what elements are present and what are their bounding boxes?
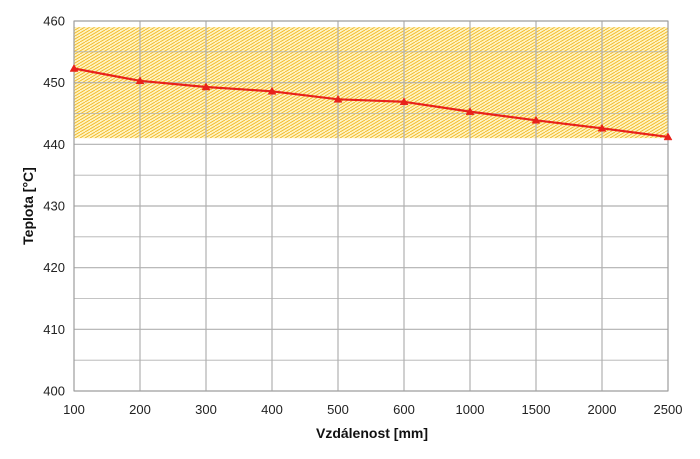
data-point-marker bbox=[399, 97, 409, 106]
y-tick-label: 460 bbox=[43, 14, 65, 29]
x-tick-label: 600 bbox=[393, 402, 415, 417]
x-tick-label: 100 bbox=[63, 402, 85, 417]
series-line bbox=[73, 67, 669, 139]
x-tick-label: 1000 bbox=[456, 402, 485, 417]
data-point-marker bbox=[663, 132, 673, 141]
data-point-marker bbox=[531, 115, 541, 124]
y-tick-label: 430 bbox=[43, 199, 65, 214]
y-tick-label: 400 bbox=[43, 384, 65, 399]
data-point-marker bbox=[333, 94, 343, 103]
x-tick-label: 2000 bbox=[588, 402, 617, 417]
data-point-marker bbox=[597, 123, 607, 132]
x-tick-label: 400 bbox=[261, 402, 283, 417]
data-point-marker bbox=[201, 82, 211, 91]
x-tick-label: 2500 bbox=[654, 402, 683, 417]
data-point-marker bbox=[267, 86, 277, 95]
tick-layer: 400 410 420 430 440 450 460 100 200 300 400 500 600 1… bbox=[43, 14, 682, 418]
y-tick-label: 450 bbox=[43, 75, 65, 90]
x-tick-label: 200 bbox=[129, 402, 151, 417]
x-tick-label: 300 bbox=[195, 402, 217, 417]
grid-layer bbox=[73, 20, 669, 392]
y-tick-label: 420 bbox=[43, 260, 65, 275]
y-tick-label: 410 bbox=[43, 322, 65, 337]
data-point-marker bbox=[69, 63, 79, 72]
data-point-marker bbox=[135, 76, 145, 85]
data-point-marker bbox=[465, 107, 475, 115]
x-tick-label: 1500 bbox=[522, 402, 551, 417]
series-layer bbox=[69, 63, 673, 141]
plot-border bbox=[73, 20, 669, 392]
x-tick-label: 500 bbox=[327, 402, 349, 417]
y-axis-label: Teplota [°C] bbox=[20, 167, 36, 245]
y-tick-label: 440 bbox=[43, 137, 65, 152]
x-axis-label: Vzdálenost [mm] bbox=[316, 425, 428, 441]
